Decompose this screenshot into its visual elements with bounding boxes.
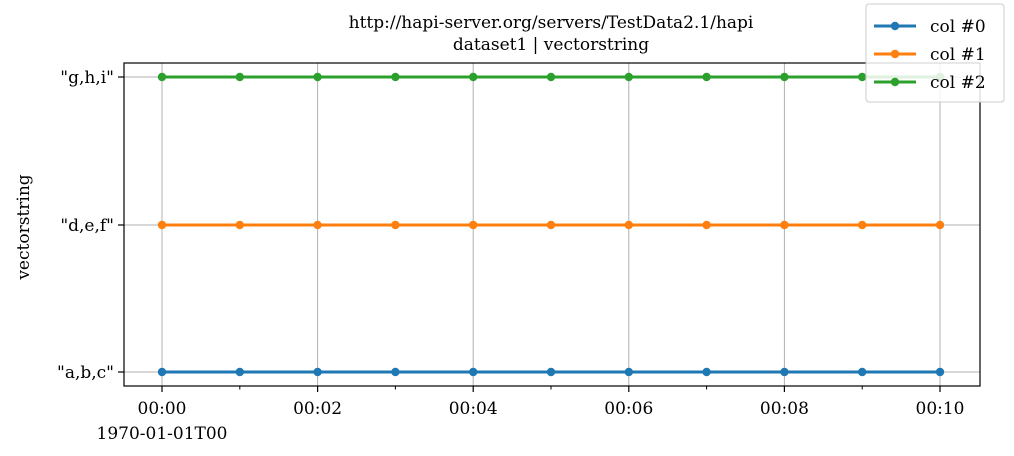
- data-point: [469, 367, 478, 377]
- data-point: [624, 220, 633, 230]
- data-point: [702, 367, 711, 377]
- data-point: [935, 220, 945, 230]
- legend-item: col #2: [874, 73, 986, 93]
- y-axis-label: vectorstring: [14, 174, 34, 280]
- data-point: [157, 220, 167, 230]
- series-2: [157, 72, 945, 82]
- data-point: [780, 72, 789, 82]
- x-axis: 00:00 00:02 00:04 00:06 00:08 00:10: [138, 386, 965, 419]
- data-point: [235, 72, 244, 82]
- legend-label: col #2: [930, 73, 986, 93]
- y-axis: "a,b,c" "d,e,f" "g,h,i": [57, 68, 124, 383]
- x-tick-label: 00:10: [916, 399, 965, 419]
- data-point: [157, 367, 167, 377]
- data-point: [624, 367, 633, 377]
- data-point: [858, 367, 867, 377]
- data-point: [235, 367, 244, 377]
- data-point: [391, 72, 400, 82]
- data-point: [391, 220, 400, 230]
- data-point: [313, 367, 322, 377]
- data-point: [546, 367, 556, 377]
- data-point: [313, 220, 322, 230]
- x-tick-label: 00:00: [138, 399, 187, 419]
- data-point: [157, 72, 167, 82]
- y-tick-label: "a,b,c": [57, 363, 114, 383]
- data-point: [235, 220, 244, 230]
- series-1: [157, 220, 945, 230]
- legend-marker: [890, 49, 900, 59]
- data-point: [702, 220, 711, 230]
- x-tick-label: 00:02: [293, 399, 342, 419]
- data-point: [935, 367, 945, 377]
- data-point: [702, 72, 711, 82]
- series-layer: [157, 72, 945, 377]
- data-point: [313, 72, 322, 82]
- chart-title-line1: http://hapi-server.org/servers/TestData2…: [349, 13, 754, 33]
- data-point: [546, 72, 556, 82]
- legend-marker: [890, 77, 900, 87]
- data-point: [858, 72, 867, 82]
- x-tick-label: 00:06: [604, 399, 653, 419]
- data-point: [780, 220, 789, 230]
- legend-label: col #1: [930, 45, 986, 65]
- chart-title: http://hapi-server.org/servers/TestData2…: [349, 13, 754, 55]
- x-tick-label: 00:08: [760, 399, 809, 419]
- legend-item: col #0: [874, 17, 986, 37]
- data-point: [391, 367, 400, 377]
- y-tick-label: "d,e,f": [60, 216, 114, 236]
- data-point: [858, 220, 867, 230]
- data-point: [780, 367, 789, 377]
- legend-item: col #1: [874, 45, 986, 65]
- legend: col #0 col #1 col #2: [865, 3, 1005, 103]
- data-point: [469, 220, 478, 230]
- data-point: [624, 72, 633, 82]
- series-0: [157, 367, 945, 377]
- legend-box: [865, 3, 1005, 103]
- data-point: [546, 220, 556, 230]
- y-tick-label: "g,h,i": [60, 68, 114, 88]
- x-tick-label: 00:04: [449, 399, 498, 419]
- chart-title-line2: dataset1 | vectorstring: [453, 35, 649, 55]
- legend-marker: [890, 21, 900, 31]
- data-point: [469, 72, 478, 82]
- x-offset-label: 1970-01-01T00: [97, 424, 228, 444]
- legend-label: col #0: [930, 17, 986, 37]
